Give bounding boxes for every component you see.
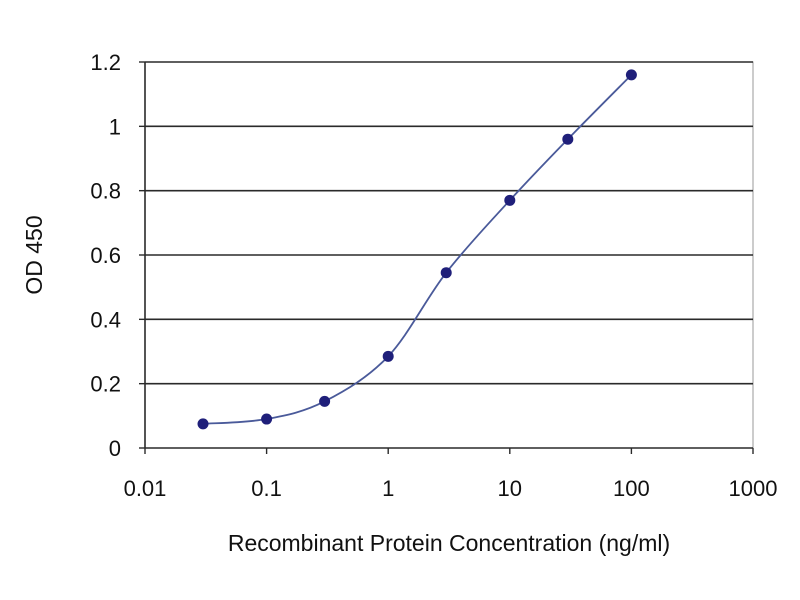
y-tick-label: 0: [109, 436, 121, 461]
y-tick-labels: 0 0.2 0.4 0.6 0.8 1 1.2: [90, 50, 121, 461]
data-point: [197, 418, 209, 430]
y-tick-label: 0.4: [90, 307, 121, 332]
x-axis-title: Recombinant Protein Concentration (ng/ml…: [228, 530, 670, 556]
data-point: [625, 69, 637, 81]
data-point: [319, 395, 331, 407]
x-tick-label: 1: [382, 476, 394, 501]
y-tick-label: 0.8: [90, 179, 121, 204]
data-point: [562, 133, 574, 145]
x-tick-label: 0.1: [251, 476, 282, 501]
gridlines: [145, 61, 753, 385]
axes: [139, 61, 754, 454]
data-point: [440, 267, 452, 279]
data-point: [261, 413, 273, 425]
data-point: [504, 194, 516, 206]
x-tick-labels: 0.01 0.1 1 10 100 1000: [124, 476, 778, 501]
data-points: [197, 69, 637, 430]
x-tick-label: 10: [498, 476, 522, 501]
y-axis-title: OD 450: [21, 215, 47, 294]
y-tick-label: 1: [109, 114, 121, 139]
data-point: [382, 350, 394, 362]
y-tick-label: 1.2: [90, 50, 121, 75]
x-tick-label: 0.01: [124, 476, 167, 501]
x-tick-label: 100: [613, 476, 650, 501]
y-tick-label: 0.6: [90, 243, 121, 268]
x-tick-label: 1000: [729, 476, 778, 501]
y-tick-label: 0.2: [90, 372, 121, 397]
